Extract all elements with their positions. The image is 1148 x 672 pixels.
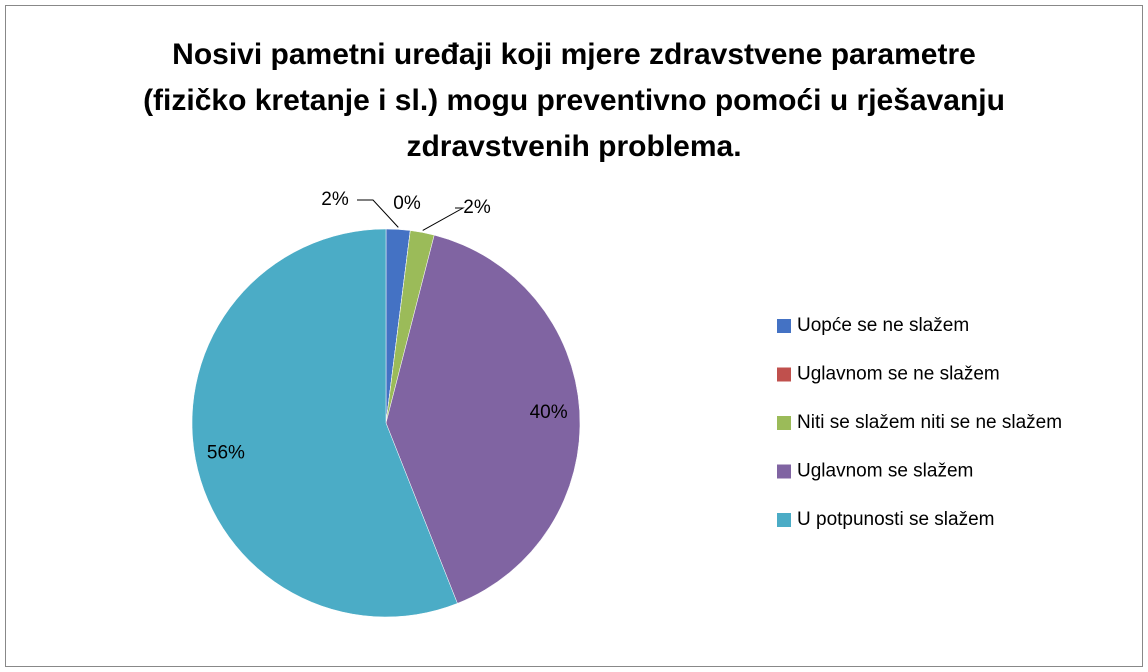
legend-label: Niti se slažem niti se ne slažem bbox=[797, 412, 1062, 433]
leader-line bbox=[422, 207, 465, 231]
leader-line bbox=[357, 199, 399, 228]
data-label: 40% bbox=[530, 402, 568, 423]
data-label: 0% bbox=[393, 193, 421, 214]
data-label: 56% bbox=[207, 443, 245, 464]
legend-label: U potpunosti se slažem bbox=[797, 509, 995, 530]
data-label: 2% bbox=[463, 197, 491, 218]
legend-swatch bbox=[777, 513, 791, 527]
chart-title: Nosivi pametni uređaji koji mjere zdravs… bbox=[143, 38, 1005, 163]
legend-swatch bbox=[777, 319, 791, 333]
legend-label: Uopće se ne slažem bbox=[797, 315, 969, 336]
pie-slice bbox=[385, 234, 581, 604]
data-label: 2% bbox=[321, 189, 349, 210]
legend-swatch bbox=[777, 416, 791, 430]
legend-label: Uglavnom se ne slažem bbox=[797, 364, 1000, 385]
legend-label: Uglavnom se slažem bbox=[797, 461, 973, 482]
legend-swatch bbox=[777, 367, 791, 382]
chart-frame bbox=[5, 5, 1143, 667]
legend-swatch bbox=[777, 464, 791, 479]
pie-slice bbox=[191, 228, 458, 618]
